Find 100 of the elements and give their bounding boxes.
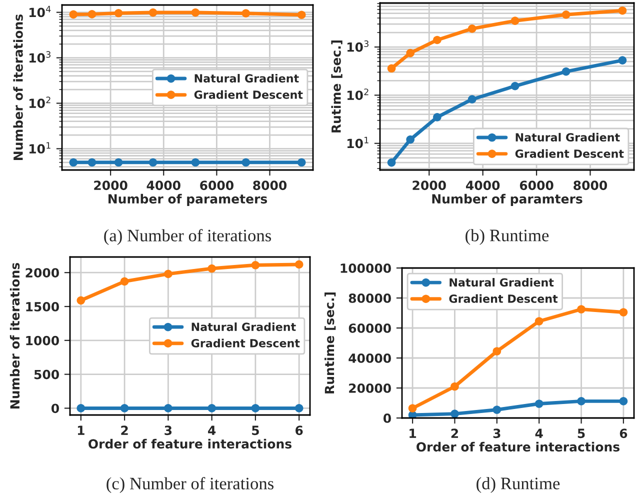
y-tick-label: 10$^{3}$ — [347, 40, 368, 52]
y-tick-label: 80000 — [348, 293, 391, 303]
y-tick-label: 2000 — [26, 268, 59, 278]
point — [114, 8, 123, 18]
x-tick-label: 4000 — [466, 180, 500, 190]
y-tick-label: 10$^{1}$ — [29, 142, 50, 154]
point — [510, 16, 520, 25]
point — [618, 6, 627, 15]
y-tick-label: 500 — [34, 370, 59, 380]
x-tick-label: 4 — [208, 426, 216, 435]
x-tick-label: 8000 — [574, 180, 608, 190]
y-tick-label: 10$^{1}$ — [347, 136, 368, 148]
text: (d) Runtime — [476, 477, 560, 493]
x-tick-label: 6000 — [520, 180, 554, 190]
point — [148, 158, 158, 167]
point — [88, 10, 96, 18]
x-tick-label: 6000 — [200, 180, 234, 190]
point — [534, 400, 544, 408]
y-tick-label: 10$^{2}$ — [29, 96, 50, 108]
point — [294, 260, 304, 269]
y-tick-label: 1500 — [26, 302, 59, 312]
point — [294, 404, 304, 412]
legend-label: Natural Gradient — [516, 132, 620, 142]
y-tick-label: 10$^{2}$ — [347, 88, 368, 100]
text: (c) Number of iterations — [106, 477, 274, 493]
x-tick-label: 6 — [620, 428, 628, 438]
point — [408, 404, 417, 412]
x-tick-label: 3 — [493, 428, 500, 438]
point — [468, 24, 476, 33]
point — [492, 347, 502, 356]
x-tick-label: 5 — [252, 426, 259, 436]
point — [120, 277, 129, 286]
y-axis-title: Runtime [sec.] — [324, 292, 336, 394]
point — [510, 82, 520, 90]
x-tick-label: 1 — [78, 426, 84, 435]
point — [191, 8, 200, 17]
y-tick-label: 0 — [383, 413, 391, 423]
point — [297, 158, 306, 167]
x-tick-label: 2000 — [94, 180, 128, 190]
legend-label: Natural Gradient — [192, 322, 296, 332]
y-tick-label: 40000 — [348, 353, 391, 363]
point — [562, 67, 570, 76]
y-tick-label: 20000 — [349, 383, 391, 393]
point — [387, 158, 396, 167]
point — [164, 404, 172, 412]
point — [120, 404, 129, 412]
point — [619, 308, 628, 316]
x-axis-title: Number of paramters — [432, 194, 582, 206]
point — [468, 95, 476, 104]
point — [433, 112, 442, 122]
point — [242, 158, 250, 167]
point — [251, 404, 260, 412]
x-axis-title: Order of feature interactions — [416, 442, 620, 452]
point — [208, 264, 216, 273]
x-axis-title: Order of feature interactions — [88, 438, 292, 449]
point — [148, 8, 158, 17]
point — [69, 158, 78, 167]
legend-label: Natural Gradient — [194, 74, 299, 83]
y-tick-label: 100000 — [340, 263, 391, 273]
point — [251, 260, 260, 270]
point — [562, 10, 570, 19]
y-axis-title: Rutime [sec.] — [331, 40, 342, 132]
point — [450, 410, 459, 418]
y-axis-title: Number of iterations — [13, 14, 23, 160]
point — [433, 36, 442, 44]
x-tick-label: 2 — [121, 426, 128, 435]
legend-label: Gradient Descent — [194, 90, 303, 99]
point — [76, 296, 86, 305]
legend-label: Gradient Descent — [449, 294, 558, 303]
point — [492, 406, 502, 414]
point — [242, 9, 250, 18]
legend-label: Gradient Descent — [191, 338, 300, 348]
text: (a) Number of iterations — [104, 229, 271, 245]
x-tick-label: 2000 — [412, 180, 446, 190]
y-tick-label: 0 — [51, 404, 59, 414]
x-tick-label: 6 — [296, 426, 303, 436]
x-tick-label: 8000 — [253, 180, 287, 190]
y-tick-label: 60000 — [348, 323, 391, 333]
point — [164, 270, 172, 278]
x-tick-label: 2 — [451, 428, 458, 438]
point — [88, 158, 96, 167]
point — [534, 317, 544, 326]
y-axis-title: Number of iterations — [10, 262, 20, 408]
x-tick-label: 5 — [578, 428, 585, 438]
x-tick-label: 1 — [410, 428, 416, 438]
point — [577, 305, 586, 314]
point — [191, 158, 200, 167]
legend-label: Natural Gradient — [450, 278, 554, 287]
point — [577, 397, 586, 406]
y-tick-label: 1000 — [26, 336, 59, 346]
x-tick-label: 4 — [535, 428, 543, 438]
y-tick-label: 10$^{4}$ — [29, 6, 51, 18]
legend-label: Gradient Descent — [515, 149, 624, 158]
point — [387, 64, 396, 73]
x-tick-label: 4000 — [146, 180, 180, 190]
point — [619, 397, 628, 406]
point — [618, 56, 627, 64]
point — [450, 382, 459, 391]
point — [297, 10, 306, 20]
y-tick-label: 10$^{3}$ — [29, 51, 50, 63]
